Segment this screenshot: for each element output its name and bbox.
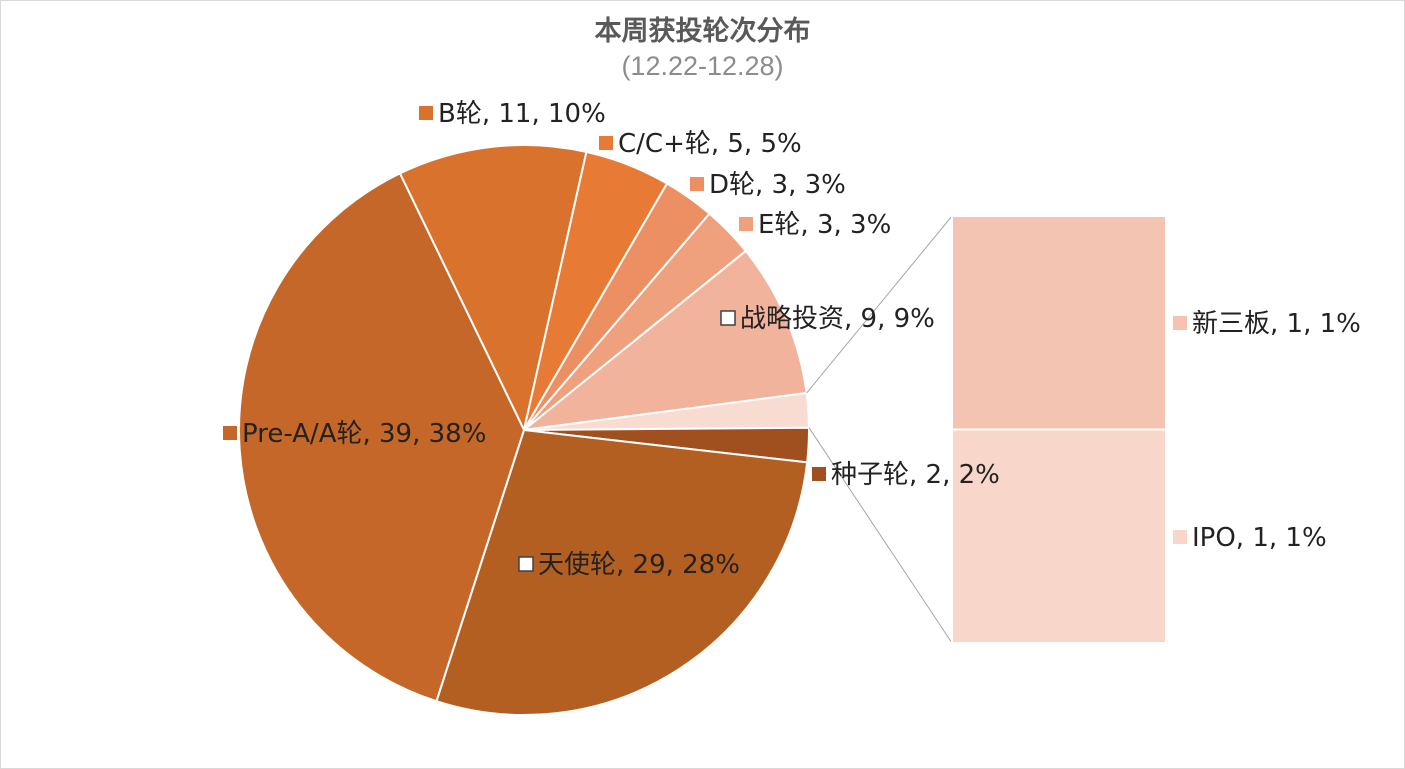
data-label-7-marker xyxy=(812,467,826,481)
data-label-9-text: Pre-A/A轮, 39, 38% xyxy=(242,419,486,449)
data-label-7-text: 种子轮, 2, 2% xyxy=(831,460,1000,490)
data-label-5-text: 战略投资, 9, 9% xyxy=(740,304,935,334)
data-label-3-marker xyxy=(690,177,704,191)
data-label-5-marker xyxy=(720,310,736,326)
data-label-4-marker xyxy=(739,217,753,231)
breakdown-segment-1 xyxy=(951,215,1167,431)
breakdown-label-1-marker xyxy=(1173,316,1187,330)
slice-8 xyxy=(435,428,809,716)
data-label-5: 战略投资, 9, 9% xyxy=(720,304,935,334)
data-label-2-marker xyxy=(599,136,613,150)
data-label-8: 天使轮, 29, 28% xyxy=(518,550,740,580)
breakdown-label-1: 新三板, 1, 1% xyxy=(1173,309,1361,339)
connector-line-top xyxy=(806,215,953,394)
data-label-2-text: C/C+轮, 5, 5% xyxy=(618,129,802,159)
slice-9 xyxy=(238,172,526,703)
data-label-8-text: 天使轮, 29, 28% xyxy=(538,550,740,580)
data-label-3: D轮, 3, 3% xyxy=(690,170,846,200)
chart-subtitle: (12.22-12.28) xyxy=(621,51,784,81)
breakdown-label-2: IPO, 1, 1% xyxy=(1173,523,1327,553)
data-label-1: B轮, 11, 10% xyxy=(419,99,606,129)
data-label-1-text: B轮, 11, 10% xyxy=(438,99,606,129)
slice-5 xyxy=(520,249,808,432)
chart-title: 本周获投轮次分布 xyxy=(594,16,811,47)
data-label-9-marker xyxy=(223,426,237,440)
data-label-9: Pre-A/A轮, 39, 38% xyxy=(223,419,486,449)
data-label-3-text: D轮, 3, 3% xyxy=(709,170,846,200)
data-label-4: E轮, 3, 3% xyxy=(739,210,891,240)
breakdown-label-2-marker xyxy=(1173,530,1187,544)
breakdown-segment-2 xyxy=(951,428,1167,644)
connector-line-bottom xyxy=(808,427,953,644)
breakdown-label-1-text: 新三板, 1, 1% xyxy=(1192,309,1361,339)
data-label-7: 种子轮, 2, 2% xyxy=(812,460,1000,490)
data-label-2: C/C+轮, 5, 5% xyxy=(599,129,802,159)
data-label-4-text: E轮, 3, 3% xyxy=(758,210,891,240)
data-label-1-marker xyxy=(419,106,433,120)
breakdown-label-2-text: IPO, 1, 1% xyxy=(1192,523,1327,553)
data-label-8-marker xyxy=(518,556,534,572)
